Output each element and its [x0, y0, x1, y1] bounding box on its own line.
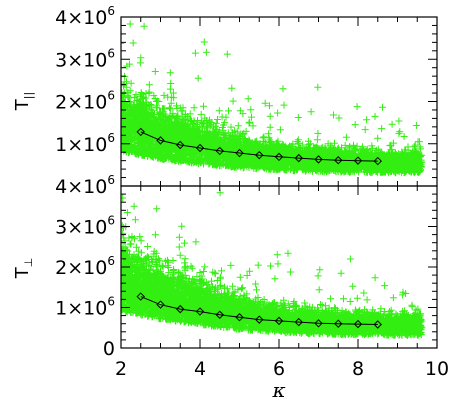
- x-axis-label: κ: [271, 378, 285, 402]
- y-tick-label: 1×106: [55, 295, 115, 320]
- top-scatter-cloud: [117, 21, 426, 177]
- y-tick-label: 3×106: [55, 46, 115, 71]
- x-tick-label: 10: [425, 358, 449, 380]
- y-tick-label: 1×106: [55, 131, 115, 156]
- y-tick-label: 4×106: [55, 4, 115, 29]
- y-tick-label: 2×106: [55, 89, 115, 114]
- top-panel: 1×106 2×106 3×106 4×106 T||: [12, 4, 437, 186]
- x-tick-label: 8: [352, 358, 364, 380]
- x-tick-label: 6: [273, 358, 285, 380]
- bottom-y-axis-label: T⊥: [12, 258, 35, 280]
- y-tick-label: 4×106: [55, 173, 115, 198]
- y-tick-label: 0: [103, 338, 115, 360]
- y-tick-label: 3×106: [55, 214, 115, 239]
- y-tick-label: 2×106: [55, 254, 115, 279]
- scatter-points: [117, 150, 426, 339]
- x-tick-label: 2: [115, 358, 127, 380]
- top-y-axis-label: T||: [12, 92, 35, 111]
- scatter-points: [117, 21, 426, 177]
- x-tick-label: 4: [194, 358, 206, 380]
- bottom-scatter-cloud: [117, 150, 426, 339]
- bottom-panel: 0 1×106 2×106 3×106 4×106 2 4 6 8 10 T⊥ κ: [12, 150, 449, 402]
